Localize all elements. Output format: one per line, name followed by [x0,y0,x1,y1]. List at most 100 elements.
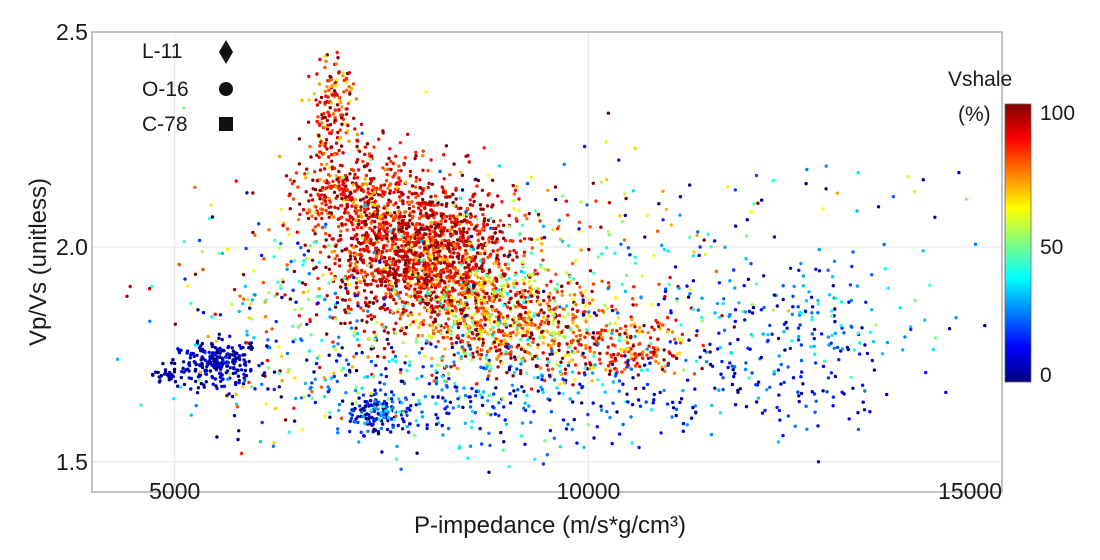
scatter-point [527,273,532,277]
scatter-point [452,381,457,386]
scatter-point [779,382,783,386]
scatter-point [872,339,876,344]
scatter-point [324,162,329,166]
scatter-point [348,419,352,423]
scatter-point [453,298,457,303]
scatter-point [700,366,704,371]
scatter-point [370,202,375,206]
scatter-point [475,184,479,188]
scatter-point [651,401,655,405]
scatter-point [328,415,332,419]
scatter-point [405,369,409,373]
scatter-point [181,360,186,364]
scatter-point [776,336,781,341]
scatter-point [560,194,565,198]
scatter-point [478,229,482,234]
scatter-point [330,159,334,163]
scatter-point [717,388,721,392]
scatter-point [227,344,231,349]
scatter-point [621,422,625,427]
scatter-point [772,235,777,239]
scatter-point [532,457,537,461]
scatter-point [496,348,501,352]
scatter-point [349,191,353,196]
scatter-point [502,338,506,342]
scatter-point [366,191,370,195]
scatter-point [292,179,296,183]
scatter-point [743,318,747,322]
scatter-point [448,195,452,199]
scatter-point [380,422,385,426]
scatter-point [426,185,430,190]
scatter-point [425,297,429,301]
scatter-point [372,242,376,246]
scatter-point [419,258,424,263]
scatter-point [394,154,398,158]
scatter-point [482,390,486,394]
scatter-point [523,349,527,354]
scatter-point [465,206,469,211]
scatter-point [572,351,576,355]
scatter-point [551,228,555,232]
scatter-point [595,425,599,429]
scatter-point [371,301,375,305]
scatter-point [372,231,376,235]
scatter-point [417,216,422,221]
scatter-point [438,307,442,311]
scatter-point [220,356,224,360]
scatter-point [382,416,386,420]
scatter-point [274,339,278,343]
scatter-point [416,237,421,242]
scatter-point [463,352,467,356]
scatter-point [679,323,683,327]
scatter-point [518,323,522,327]
scatter-point [481,337,485,341]
scatter-point [362,247,366,251]
scatter-point [462,322,466,326]
scatter-point [671,400,675,404]
scatter-point [188,356,193,360]
scatter-point [273,294,277,298]
scatter-point [368,158,373,162]
scatter-point [243,284,248,288]
scatter-point [698,245,702,249]
scatter-point [566,213,570,217]
scatter-point [243,378,247,383]
scatter-point [461,283,465,287]
scatter-point [833,374,838,379]
scatter-point [339,321,343,326]
scatter-point [319,193,324,197]
scatter-point [447,279,451,283]
scatter-point [361,415,365,419]
scatter-point [347,309,351,313]
scatter-point [193,185,197,190]
scatter-point [236,437,240,442]
scatter-point [305,257,309,261]
scatter-point [812,336,816,341]
scatter-point [463,288,467,292]
scatter-point [519,295,523,299]
scatter-point [376,193,381,197]
scatter-point [462,226,466,231]
scatter-point [475,346,480,350]
scatter-point [462,303,466,308]
scatter-point [434,412,438,417]
scatter-point [450,302,454,306]
scatter-point [325,53,329,57]
scatter-point [491,299,496,304]
scatter-point [398,296,402,301]
scatter-point [545,363,549,368]
scatter-point [363,404,368,408]
scatter-point [514,394,518,398]
scatter-point [390,246,394,250]
scatter-point [502,331,506,336]
scatter-point [406,302,410,306]
scatter-point [404,325,409,330]
scatter-point [608,369,612,373]
scatter-point [630,402,635,407]
scatter-point [832,259,837,263]
scatter-point [378,231,382,236]
scatter-point [326,385,330,389]
scatter-point [218,371,222,376]
